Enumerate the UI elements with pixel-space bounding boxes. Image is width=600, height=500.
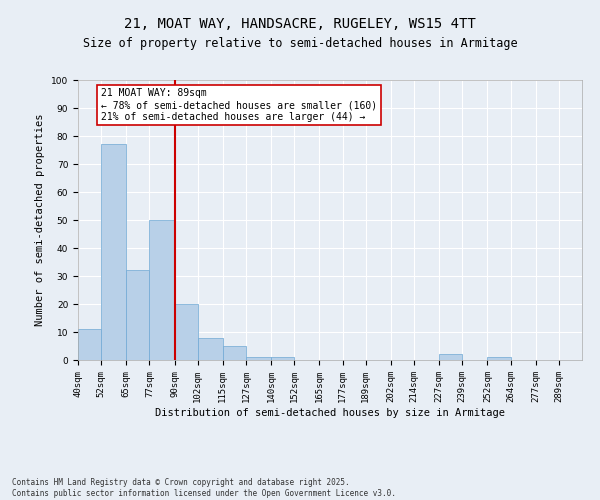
Bar — [78, 329, 101, 360]
Text: 21, MOAT WAY, HANDSACRE, RUGELEY, WS15 4TT: 21, MOAT WAY, HANDSACRE, RUGELEY, WS15 4… — [124, 18, 476, 32]
Bar — [198, 338, 223, 360]
Bar — [126, 270, 149, 360]
Bar — [439, 354, 462, 360]
X-axis label: Distribution of semi-detached houses by size in Armitage: Distribution of semi-detached houses by … — [155, 408, 505, 418]
Bar — [271, 357, 294, 360]
Bar — [223, 346, 246, 360]
Text: Contains HM Land Registry data © Crown copyright and database right 2025.
Contai: Contains HM Land Registry data © Crown c… — [12, 478, 396, 498]
Bar — [246, 357, 271, 360]
Y-axis label: Number of semi-detached properties: Number of semi-detached properties — [35, 114, 46, 326]
Bar — [101, 144, 126, 360]
Bar — [149, 220, 175, 360]
Text: Size of property relative to semi-detached houses in Armitage: Size of property relative to semi-detach… — [83, 38, 517, 51]
Bar — [175, 304, 198, 360]
Text: 21 MOAT WAY: 89sqm
← 78% of semi-detached houses are smaller (160)
21% of semi-d: 21 MOAT WAY: 89sqm ← 78% of semi-detache… — [101, 88, 377, 122]
Bar — [487, 357, 511, 360]
